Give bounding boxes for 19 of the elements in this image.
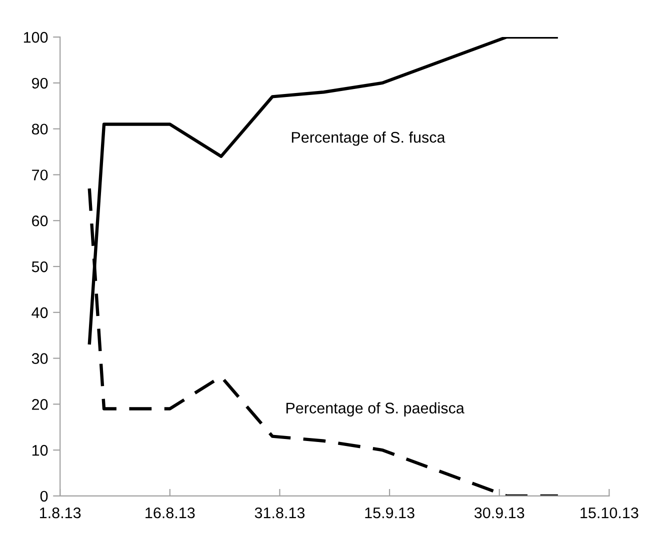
y-tick-label: 50	[32, 261, 48, 272]
x-tick-label: 30.9.13	[474, 507, 524, 518]
y-tick-label: 100	[24, 32, 48, 43]
y-tick-label: 80	[32, 124, 48, 135]
y-tick-label: 40	[32, 307, 48, 318]
x-tick-label: 31.8.13	[254, 507, 305, 518]
y-tick-label: 20	[32, 399, 48, 410]
y-tick-label: 90	[32, 78, 48, 89]
text: Percentage of S. fusca	[292, 132, 446, 146]
y-tick-label: 10	[32, 444, 48, 456]
series-label: Percentage of S. paedisca	[286, 402, 464, 417]
x-tick-label: 15.9.13	[365, 507, 414, 518]
y-tick-label: 30	[32, 353, 48, 364]
y-tick-label: 70	[32, 170, 48, 180]
y-tick-label: 60	[32, 215, 48, 226]
x-tick-label: 1.8.13	[40, 507, 81, 518]
x-tick-label: 15.10.13	[580, 507, 638, 518]
x-tick-label: 16.8.13	[146, 507, 195, 518]
y-tick-label: 0	[40, 490, 48, 502]
